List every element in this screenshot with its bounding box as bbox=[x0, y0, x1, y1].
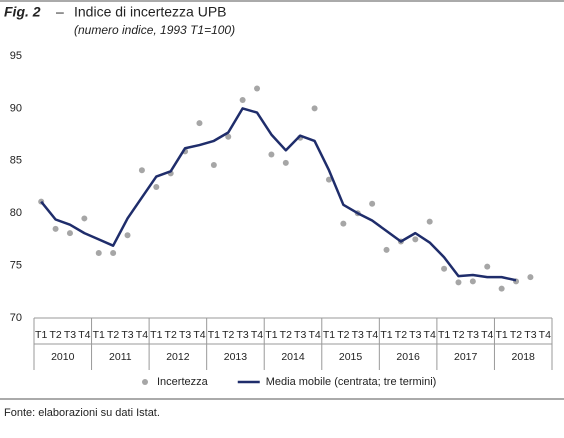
year-label: 2012 bbox=[166, 351, 190, 363]
data-point bbox=[383, 246, 390, 253]
data-point bbox=[196, 120, 203, 127]
data-point bbox=[95, 250, 102, 257]
data-point bbox=[110, 250, 117, 257]
year-label: 2014 bbox=[281, 351, 305, 363]
data-point bbox=[52, 225, 59, 232]
x-tick-label: T3 bbox=[409, 329, 421, 341]
data-point bbox=[210, 161, 217, 168]
x-tick-label: T2 bbox=[222, 329, 234, 341]
x-tick-label: T1 bbox=[496, 329, 508, 341]
y-tick-label: 70 bbox=[10, 312, 22, 324]
data-point bbox=[412, 236, 419, 243]
year-label: 2011 bbox=[109, 351, 132, 363]
data-point bbox=[469, 278, 476, 285]
x-tick-label: T3 bbox=[467, 329, 479, 341]
data-point bbox=[311, 105, 318, 112]
y-tick-label: 80 bbox=[10, 207, 22, 219]
x-tick-label: T2 bbox=[395, 329, 407, 341]
legend-label: Incertezza bbox=[157, 376, 209, 388]
separator: – bbox=[56, 4, 64, 20]
line bbox=[40, 107, 517, 282]
x-tick-label: T3 bbox=[64, 329, 76, 341]
x-tick-label: T4 bbox=[136, 329, 148, 341]
data-point bbox=[225, 133, 232, 140]
x-tick-label: T4 bbox=[251, 329, 263, 341]
x-tick-label: T1 bbox=[208, 329, 220, 341]
year-label: 2015 bbox=[339, 351, 363, 363]
x-tick-label: T4 bbox=[539, 329, 551, 341]
x-tick-label: T1 bbox=[265, 329, 277, 341]
chart-title: Indice di incertezza UPB bbox=[74, 4, 227, 20]
legend-marker bbox=[142, 379, 148, 385]
data-point bbox=[81, 215, 88, 222]
x-tick-label: T1 bbox=[93, 329, 105, 341]
x-tick-label: T2 bbox=[280, 329, 292, 341]
data-point bbox=[124, 232, 131, 239]
legend-label: Media mobile (centrata; tre termini) bbox=[266, 376, 437, 388]
x-tick-label: T1 bbox=[323, 329, 335, 341]
data-point bbox=[325, 176, 332, 183]
data-point bbox=[455, 279, 462, 286]
x-tick-label: T4 bbox=[78, 329, 90, 341]
year-label: 2018 bbox=[512, 351, 536, 363]
x-tick-label: T4 bbox=[366, 329, 378, 341]
source: Fonte: elaborazioni su dati Istat. bbox=[4, 407, 160, 419]
data-point bbox=[138, 167, 145, 174]
x-tick-label: T3 bbox=[524, 329, 536, 341]
y-tick-label: 85 bbox=[10, 155, 22, 167]
data-point bbox=[369, 200, 376, 207]
year-label: 2013 bbox=[224, 351, 248, 363]
x-tick-label: T4 bbox=[308, 329, 320, 341]
x-tick-label: T1 bbox=[380, 329, 392, 341]
y-tick-label: 90 bbox=[10, 102, 22, 114]
data-point bbox=[340, 220, 347, 227]
year-label: 2017 bbox=[454, 351, 478, 363]
year-label: 2010 bbox=[51, 351, 75, 363]
data-point bbox=[498, 285, 505, 292]
x-tick-label: T2 bbox=[510, 329, 522, 341]
data-point bbox=[268, 151, 275, 158]
data-point bbox=[153, 184, 160, 190]
x-tick-label: T1 bbox=[438, 329, 450, 341]
x-tick-label: T4 bbox=[193, 329, 205, 341]
x-tick-label: T2 bbox=[337, 329, 349, 341]
data-point bbox=[282, 159, 289, 166]
data-point bbox=[527, 274, 534, 281]
year-label: 2016 bbox=[396, 351, 420, 363]
data-point bbox=[239, 97, 246, 104]
data-point bbox=[441, 265, 448, 272]
x-tick-label: T2 bbox=[452, 329, 464, 341]
data-point bbox=[426, 218, 433, 225]
x-tick-label: T1 bbox=[150, 329, 162, 341]
x-tick-label: T2 bbox=[107, 329, 119, 341]
x-tick-label: T3 bbox=[179, 329, 191, 341]
data-point bbox=[484, 263, 491, 270]
x-tick-label: T3 bbox=[121, 329, 133, 341]
x-tick-label: T3 bbox=[294, 329, 306, 341]
x-tick-label: T3 bbox=[352, 329, 364, 341]
fig-label: Fig. 2 bbox=[4, 4, 41, 20]
y-tick-label: 95 bbox=[10, 50, 22, 62]
data-point bbox=[66, 230, 73, 237]
y-tick-label: 75 bbox=[10, 260, 22, 272]
x-tick-label: T2 bbox=[49, 329, 61, 341]
x-tick-label: T3 bbox=[237, 329, 249, 341]
x-tick-label: T2 bbox=[165, 329, 177, 341]
x-tick-label: T4 bbox=[424, 329, 436, 341]
x-tick-label: T4 bbox=[481, 329, 493, 341]
x-tick-label: T1 bbox=[35, 329, 47, 341]
data-point bbox=[254, 85, 261, 92]
chart-subtitle: (numero indice, 1993 T1=100) bbox=[74, 23, 235, 37]
